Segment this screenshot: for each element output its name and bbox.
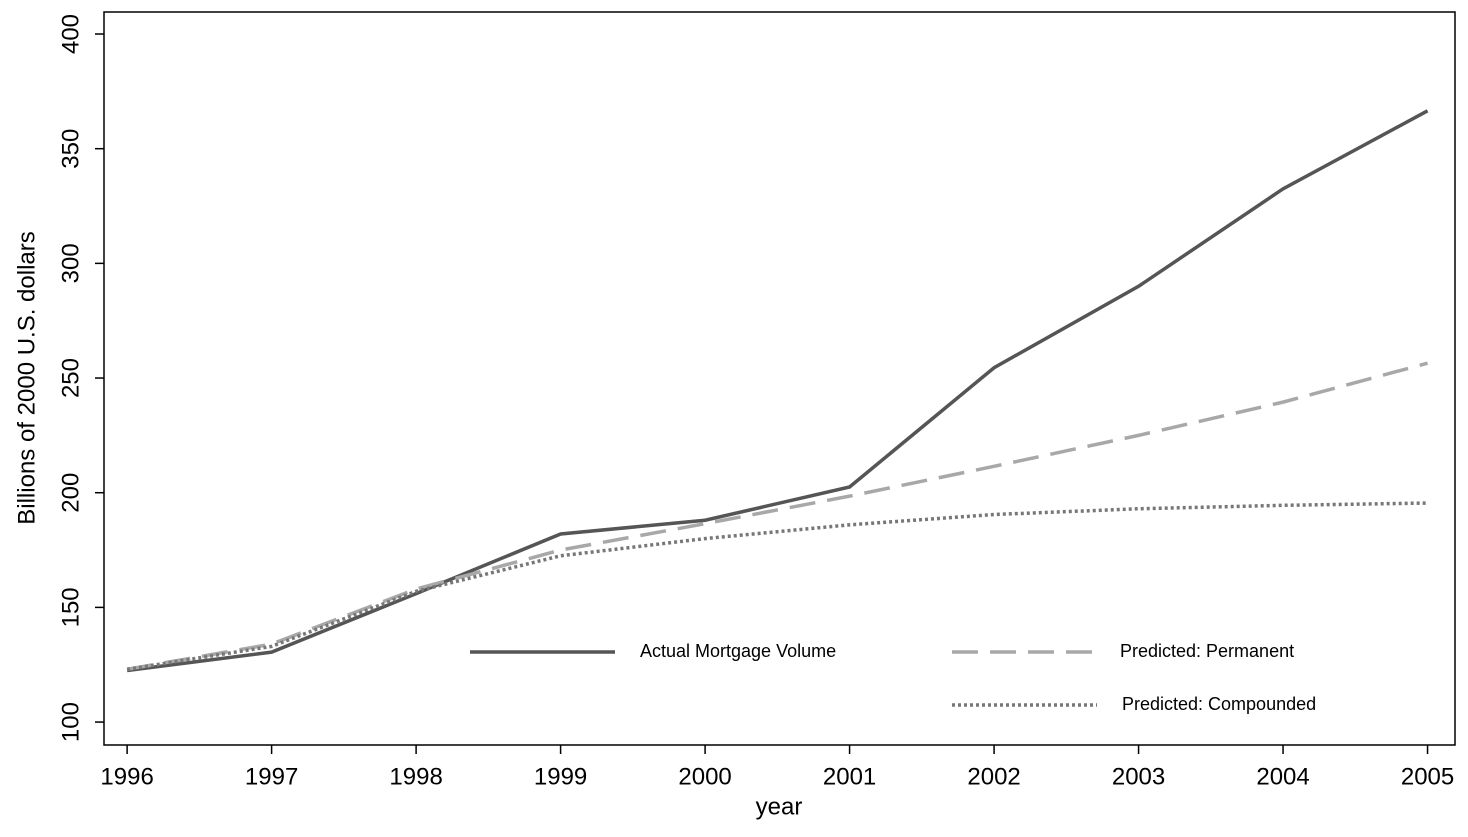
x-tick-label: 2000 <box>678 763 731 790</box>
x-tick-label: 2005 <box>1401 763 1454 790</box>
x-tick-label: 2003 <box>1112 763 1165 790</box>
y-tick-label: 100 <box>57 702 84 742</box>
series-line <box>126 501 1428 672</box>
x-tick-label: 1997 <box>245 763 298 790</box>
x-tick-label: 1998 <box>389 763 442 790</box>
y-tick-label: 150 <box>57 587 84 627</box>
series-line <box>126 109 1429 673</box>
y-tick-label: 250 <box>57 358 84 398</box>
x-tick-label: 2004 <box>1256 763 1309 790</box>
legend-label: Predicted: Permanent <box>1120 641 1294 661</box>
x-tick-label: 1999 <box>534 763 587 790</box>
plot-frame <box>103 11 1456 746</box>
x-tick-label: 2002 <box>967 763 1020 790</box>
x-tick-label: 2001 <box>823 763 876 790</box>
series-line <box>126 361 1429 672</box>
legend-label: Predicted: Compounded <box>1122 694 1316 714</box>
y-tick-label: 400 <box>57 14 84 54</box>
legend-label: Actual Mortgage Volume <box>640 641 836 661</box>
y-tick-label: 300 <box>57 243 84 283</box>
y-axis-label: Billions of 2000 U.S. dollars <box>13 231 40 524</box>
y-tick-label: 200 <box>57 473 84 513</box>
x-axis-label: year <box>756 793 803 820</box>
x-tick-label: 1996 <box>100 763 153 790</box>
y-tick-label: 350 <box>57 129 84 169</box>
